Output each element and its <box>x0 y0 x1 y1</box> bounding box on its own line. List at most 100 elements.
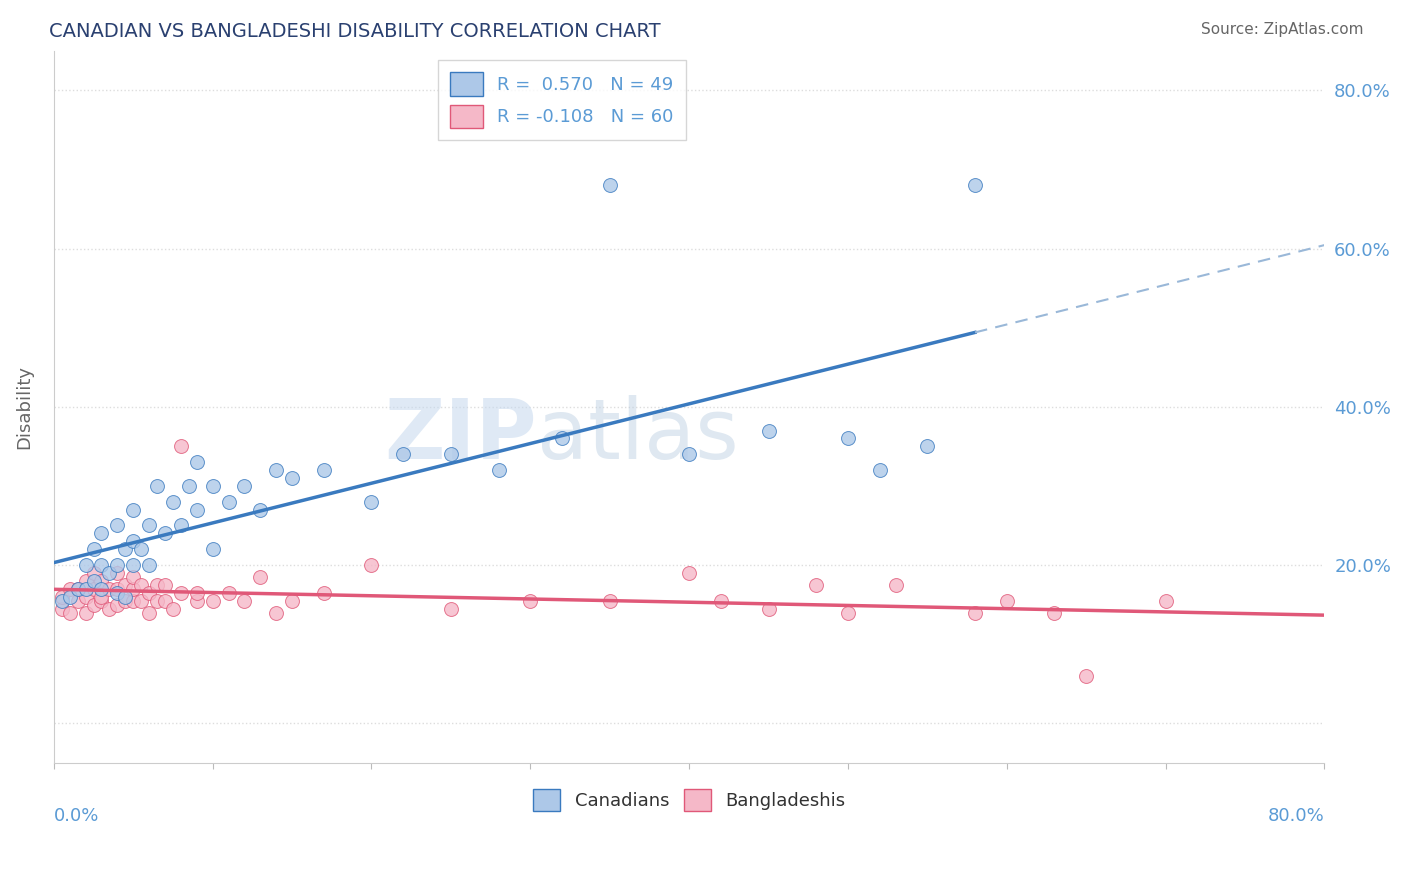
Text: 80.0%: 80.0% <box>1268 807 1324 825</box>
Point <box>837 432 859 446</box>
Point <box>153 526 176 541</box>
Text: CANADIAN VS BANGLADESHI DISABILITY CORRELATION CHART: CANADIAN VS BANGLADESHI DISABILITY CORRE… <box>49 22 661 41</box>
Point <box>66 582 89 596</box>
Point <box>177 479 200 493</box>
Point <box>186 586 208 600</box>
Point <box>129 578 152 592</box>
Point <box>83 574 105 588</box>
Point <box>98 566 121 580</box>
Point <box>153 578 176 592</box>
Point <box>83 542 105 557</box>
Point <box>122 534 145 549</box>
Text: atlas: atlas <box>537 395 738 475</box>
Point <box>551 432 574 446</box>
Point <box>678 566 700 580</box>
Point <box>804 578 827 592</box>
Point <box>59 582 82 596</box>
Point <box>837 606 859 620</box>
Point <box>105 558 128 572</box>
Point <box>917 439 939 453</box>
Point <box>51 590 73 604</box>
Point <box>758 424 780 438</box>
Point <box>758 601 780 615</box>
Point <box>59 606 82 620</box>
Point <box>281 471 304 485</box>
Point <box>146 479 169 493</box>
Point <box>264 463 287 477</box>
Point <box>75 558 97 572</box>
Point <box>440 601 463 615</box>
Point <box>162 495 184 509</box>
Y-axis label: Disability: Disability <box>15 365 32 449</box>
Point <box>114 542 136 557</box>
Point <box>90 582 112 596</box>
Point <box>440 447 463 461</box>
Text: 0.0%: 0.0% <box>53 807 100 825</box>
Point <box>233 479 256 493</box>
Point <box>138 518 160 533</box>
Point <box>249 570 271 584</box>
Point <box>105 586 128 600</box>
Point <box>90 590 112 604</box>
Point <box>66 582 89 596</box>
Point <box>90 558 112 572</box>
Point <box>264 606 287 620</box>
Point <box>186 502 208 516</box>
Point <box>105 566 128 580</box>
Point <box>83 582 105 596</box>
Point <box>105 518 128 533</box>
Point <box>963 606 986 620</box>
Point <box>233 593 256 607</box>
Point <box>312 586 335 600</box>
Point <box>90 574 112 588</box>
Point <box>218 586 240 600</box>
Point <box>75 574 97 588</box>
Point <box>392 447 415 461</box>
Point <box>114 590 136 604</box>
Point <box>129 593 152 607</box>
Point <box>138 558 160 572</box>
Point <box>186 455 208 469</box>
Point <box>146 593 169 607</box>
Point <box>162 601 184 615</box>
Text: ZIP: ZIP <box>384 395 537 475</box>
Point <box>963 178 986 193</box>
Point <box>678 447 700 461</box>
Point <box>201 542 224 557</box>
Point <box>884 578 907 592</box>
Point <box>170 518 193 533</box>
Point <box>75 582 97 596</box>
Point <box>360 495 382 509</box>
Point <box>201 593 224 607</box>
Point <box>360 558 382 572</box>
Point <box>51 593 73 607</box>
Point <box>90 526 112 541</box>
Point <box>1076 669 1098 683</box>
Point <box>90 593 112 607</box>
Point <box>1043 606 1066 620</box>
Point <box>122 593 145 607</box>
Point <box>51 601 73 615</box>
Point <box>129 542 152 557</box>
Point <box>138 586 160 600</box>
Point <box>153 593 176 607</box>
Point <box>170 439 193 453</box>
Text: Source: ZipAtlas.com: Source: ZipAtlas.com <box>1201 22 1364 37</box>
Point <box>249 502 271 516</box>
Point <box>146 578 169 592</box>
Point <box>114 578 136 592</box>
Point <box>105 598 128 612</box>
Point <box>75 590 97 604</box>
Point <box>59 590 82 604</box>
Point <box>1154 593 1177 607</box>
Legend: Canadians, Bangladeshis: Canadians, Bangladeshis <box>526 781 852 818</box>
Point <box>83 566 105 580</box>
Point <box>138 606 160 620</box>
Point <box>995 593 1018 607</box>
Point <box>201 479 224 493</box>
Point <box>114 593 136 607</box>
Point <box>122 502 145 516</box>
Point <box>98 601 121 615</box>
Point <box>122 570 145 584</box>
Point <box>710 593 733 607</box>
